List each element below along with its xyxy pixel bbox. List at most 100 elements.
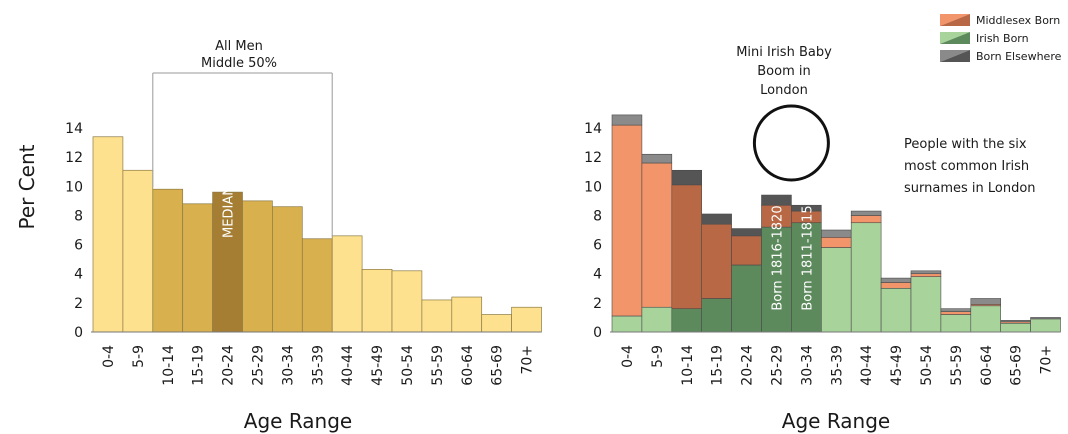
x-tick-label: 5-9 <box>131 345 147 368</box>
baby-boom-circle <box>752 104 830 182</box>
bar-born-elsewhere-65-69 <box>1000 320 1031 323</box>
bar-20-24 <box>212 191 243 333</box>
y-tick-label: 14 <box>584 121 602 137</box>
bar-born-elsewhere-20-24 <box>731 228 762 237</box>
legend-swatch-irish-dark <box>940 32 970 44</box>
x-tick-label: 45-49 <box>370 345 386 386</box>
bar-born-elsewhere-70 <box>1030 317 1061 320</box>
y-tick-label: 10 <box>584 179 602 195</box>
x-tick-label: 15-19 <box>191 345 207 386</box>
bar-irish-born-50-54 <box>910 276 942 333</box>
x-tick-label: 70+ <box>520 345 536 375</box>
y-tick-label: 12 <box>65 150 83 166</box>
bar-0-4 <box>92 136 124 333</box>
x-tick-label: 40-44 <box>859 345 875 386</box>
bar-born-elsewhere-5-9 <box>641 153 673 164</box>
x-tick-label: 60-64 <box>979 345 995 386</box>
bar-born-elsewhere-30-34 <box>791 204 822 212</box>
bar-irish-born-5-9 <box>641 306 673 333</box>
bar-irish-born-55-59 <box>940 314 972 333</box>
bar-born-elsewhere-60-64 <box>970 298 1001 305</box>
x-tick-label: 35-39 <box>829 345 845 386</box>
y-tick-label: 0 <box>593 325 602 341</box>
bracket-label-line1: All Men <box>215 39 263 54</box>
bracket-label-line2: Middle 50% <box>201 56 277 71</box>
legend-swatch-elsewhere-dark <box>940 50 970 62</box>
y-tick-label: 4 <box>593 267 602 283</box>
baby-boom-label-line2: Boom in <box>757 64 810 79</box>
legend-item-irish: Irish Born <box>940 32 1029 45</box>
bar-50-54 <box>391 270 423 333</box>
x-tick-label: 50-54 <box>919 345 935 386</box>
bar-5-9 <box>122 169 154 333</box>
bar-65-69 <box>481 314 512 333</box>
x-tick-label: 50-54 <box>400 345 416 386</box>
bar-born-elsewhere-55-59 <box>940 308 972 312</box>
y-tick-label: 6 <box>74 238 83 254</box>
x-tick-label: 70+ <box>1039 345 1055 375</box>
bar-irish-born-10-14 <box>671 308 702 333</box>
bar-born-elsewhere-50-54 <box>910 270 942 275</box>
bar-irish-born-70 <box>1030 318 1061 333</box>
bar-60-64 <box>451 296 483 333</box>
median-label: MEDIAN <box>222 186 237 238</box>
bar-irish-born-25-29 <box>761 226 792 333</box>
legend-label-irish: Irish Born <box>976 32 1029 45</box>
left-chart-bars <box>91 136 542 333</box>
legend: Middlesex Born Irish Born Born Elsewhere <box>940 14 1062 63</box>
bar-irish-born-15-19 <box>701 298 732 333</box>
x-tick-label: 65-69 <box>490 345 506 386</box>
born-1816-1820-label: Born 1816-1820 <box>770 205 785 310</box>
left-chart-y-ticks: 0 2 4 6 8 10 12 14 <box>65 121 83 341</box>
left-chart-x-ticks: 0-4 5-9 10-14 15-19 20-24 25-29 30-34 35-39 40-4… <box>101 345 536 386</box>
bar-middlesex-born-45-49 <box>880 282 912 289</box>
x-tick-label: 60-64 <box>460 345 476 386</box>
right-chart-y-ticks: 0 2 4 6 8 10 12 14 <box>584 121 602 341</box>
bar-irish-born-30-34 <box>791 222 822 333</box>
bar-born-elsewhere-10-14 <box>671 169 702 186</box>
born-1811-1815-label: Born 1811-1815 <box>800 205 815 310</box>
y-tick-label: 10 <box>65 179 83 195</box>
bar-55-59 <box>421 299 453 333</box>
y-tick-label: 0 <box>74 325 83 341</box>
x-tick-label: 55-59 <box>430 345 446 386</box>
bar-middlesex-born-20-24 <box>731 235 762 266</box>
baby-boom-label-line3: London <box>760 83 808 98</box>
legend-label-elsewhere: Born Elsewhere <box>976 50 1062 63</box>
x-tick-label: 55-59 <box>949 345 965 386</box>
x-tick-label: 25-29 <box>250 345 266 386</box>
x-tick-label: 40-44 <box>340 345 356 386</box>
y-tick-label: 6 <box>593 238 602 254</box>
x-tick-label: 20-24 <box>740 345 756 386</box>
baby-boom-label-line1: Mini Irish Baby <box>736 45 832 60</box>
bar-born-elsewhere-35-39 <box>820 229 852 238</box>
bar-25-29 <box>242 200 273 333</box>
y-tick-label: 2 <box>593 296 602 312</box>
y-tick-label: 8 <box>593 208 602 224</box>
note-line2: most common Irish <box>904 159 1029 174</box>
bar-15-19 <box>182 203 213 333</box>
bar-35-39 <box>301 238 333 333</box>
bar-10-14 <box>152 188 184 333</box>
y-tick-label: 4 <box>74 267 83 283</box>
y-tick-label: 2 <box>74 296 83 312</box>
x-tick-label: 5-9 <box>650 345 666 368</box>
bar-middlesex-born-0-4 <box>611 124 643 317</box>
bar-irish-born-65-69 <box>1000 322 1031 333</box>
x-tick-label: 20-24 <box>221 345 237 386</box>
bar-middlesex-born-10-14 <box>671 184 702 309</box>
bar-45-49 <box>361 268 393 333</box>
y-tick-label: 12 <box>584 150 602 166</box>
x-tick-label: 30-34 <box>280 345 296 386</box>
left-x-axis-title: Age Range <box>244 409 352 433</box>
x-tick-label: 30-34 <box>799 345 815 386</box>
bar-irish-born-60-64 <box>970 305 1001 333</box>
legend-item-elsewhere: Born Elsewhere <box>940 50 1062 63</box>
bar-middlesex-born-55-59 <box>940 311 972 315</box>
bar-middlesex-born-50-54 <box>910 273 942 277</box>
legend-swatch-middlesex-dark <box>940 14 970 26</box>
bar-born-elsewhere-40-44 <box>850 210 882 216</box>
right-chart: 0 2 4 6 8 10 12 14 Born 1816-1820 Born 1811-181… <box>584 14 1062 433</box>
bar-born-elsewhere-25-29 <box>761 194 792 206</box>
